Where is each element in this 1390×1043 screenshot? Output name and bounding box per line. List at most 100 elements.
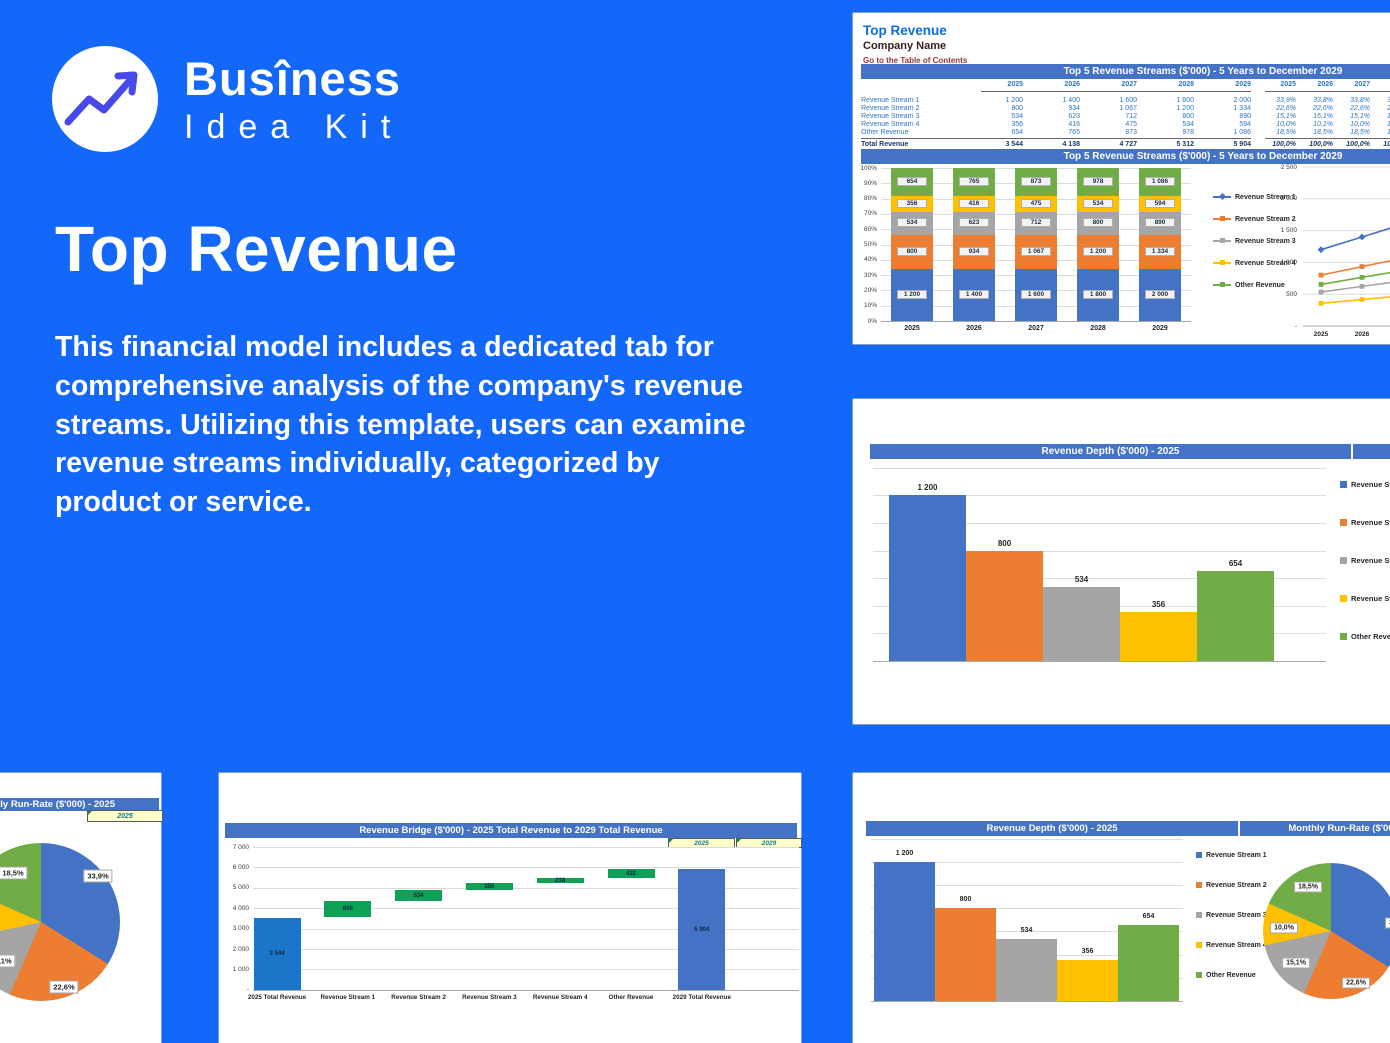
table-cell: 1 200 [1005, 97, 1023, 104]
segment-value-label: 654 [897, 177, 927, 187]
runrate-year-dropdown[interactable]: 2025 [87, 810, 163, 822]
banner-monthly-runrate: Monthly Run-Rate ($'000) - 2025 [0, 798, 159, 811]
legend-marker-point [1220, 260, 1225, 265]
table-cell: 2027 [1354, 81, 1370, 88]
table-cell: 873 [1125, 129, 1137, 136]
legend-marker [1196, 882, 1202, 888]
y-axis-tick: 2 000 [232, 945, 249, 953]
legend-label: Revenue Stream 3 [1351, 555, 1390, 565]
gridline [253, 867, 799, 869]
bridge-bar: 800 [324, 901, 372, 918]
banner-monthly-runrate-partial: Monthly Run-Rate ($'000) - 2025 [1353, 444, 1390, 459]
y-axis-tick: 30% [863, 271, 877, 279]
gridline [873, 467, 1326, 469]
legend-item: Revenue Stream 3 [1213, 237, 1296, 245]
banner-top5-table: Top 5 Revenue Streams ($'000) - 5 Years … [861, 64, 1390, 79]
bar-value-label: 1 200 [895, 849, 914, 857]
row-label: Revenue Stream 1 [861, 97, 920, 104]
pie-percent-label: 10,0% [1270, 922, 1298, 934]
table-cell: 534 [1182, 121, 1194, 128]
bridge-to-year-value: 2029 [761, 840, 777, 847]
x-axis-tick: 2028 [1090, 325, 1106, 332]
line-series [1320, 271, 1390, 286]
x-axis-tick: Revenue Stream 1 [320, 994, 376, 1001]
bridge-bar: 432 [607, 869, 655, 879]
legend-label: Revenue Stream 2 [1235, 215, 1296, 223]
header-underline [981, 91, 1251, 92]
line-marker [1359, 274, 1365, 280]
segment-value-label: 890 [1145, 218, 1175, 228]
legend-item: Revenue Stream 1 [1196, 851, 1267, 859]
bridge-bar: 356 [465, 883, 513, 891]
depth-bar [1043, 587, 1120, 661]
gridline [881, 321, 1191, 322]
pie-percent-label: 15,1% [1282, 957, 1310, 969]
excel-panel-top-revenue: Top Revenue Company Name Go to the Table… [852, 12, 1390, 345]
bar-value-label: 654 [1228, 558, 1243, 568]
row-label: Revenue Stream 3 [861, 113, 920, 120]
line-marker [1359, 283, 1365, 289]
sheet-title: Top Revenue [863, 23, 947, 38]
table-cell: 2026 [1064, 81, 1080, 88]
segment-value-label: 800 [897, 246, 927, 256]
legend-label: Other Revenue [1235, 281, 1285, 289]
table-cell: 4 727 [1119, 141, 1137, 148]
legend-marker [1196, 942, 1202, 948]
segment-value-label: 978 [1083, 177, 1113, 187]
pie-percent-label: 22,6% [1342, 977, 1370, 989]
x-axis-tick: 2025 Total Revenue [247, 994, 307, 1001]
brand-name-line1: Busîness [184, 52, 401, 105]
table-cell: 2028 [1373, 81, 1390, 88]
legend-item: Revenue Stream 2 [1196, 881, 1267, 889]
segment-value-label: 873 [1021, 177, 1051, 187]
segment-value-label: 1 800 [1083, 290, 1113, 300]
table-cell: 534 [1011, 113, 1023, 120]
line-marker [1318, 272, 1324, 278]
legend-label: Revenue Stream 3 [1235, 237, 1296, 245]
y-axis-tick: 20% [863, 286, 877, 294]
x-axis-tick: 2029 Total Revenue [672, 994, 731, 1001]
excel-panel-monthly-runrate: Monthly Run-Rate ($'000) - 2025 2025 33,… [0, 772, 163, 1043]
y-axis-tick: 1 000 [232, 965, 249, 973]
segment-value-label: 934 [959, 246, 989, 256]
legend-marker [1213, 282, 1231, 287]
table-cell: 1 067 [1119, 105, 1137, 112]
table-cell: 800 [1011, 105, 1023, 112]
line-marker [1358, 233, 1366, 241]
bar-value-label: 534 [1020, 927, 1033, 935]
legend-marker [1213, 238, 1231, 243]
excel-panel-revenue-depth: Revenue Depth ($'000) - 2025 Monthly Run… [852, 398, 1390, 725]
legend-item: Other Revenue [1340, 631, 1390, 641]
x-axis-tick: Revenue Stream 3 [462, 994, 517, 1001]
legend-item: Revenue Stream 4 [1340, 594, 1390, 603]
depth-bar [935, 908, 996, 1001]
gridline [873, 550, 1326, 552]
pie-percent-label: 22,6% [49, 980, 79, 994]
x-axis-tick: 2026 [966, 325, 982, 332]
line-marker [1318, 289, 1324, 295]
line-marker [1317, 246, 1325, 254]
table-cell: 100,0% [1272, 141, 1296, 148]
legend-label: Other Revenue [1351, 631, 1390, 641]
line-series [1320, 296, 1390, 305]
line-marker [1359, 297, 1365, 302]
y-axis-tick: 100% [860, 164, 877, 172]
table-cell: 10,0% [1350, 121, 1370, 128]
gridline [253, 989, 799, 991]
total-separator [1265, 138, 1390, 139]
legend-item: Other Revenue [1196, 971, 1256, 979]
table-of-contents-link[interactable]: Go to the Table of Contents [863, 56, 968, 65]
brand-logo: Busîness Idea Kit [52, 46, 403, 152]
total-label: Total Revenue [861, 141, 909, 148]
bar-value-label: 356 [484, 883, 495, 890]
y-axis-tick: 90% [863, 179, 877, 187]
line-series [1320, 227, 1390, 251]
bridge-bar: 3 544 [253, 917, 301, 990]
legend-marker-point [1220, 238, 1225, 243]
bar-value-label: 654 [1142, 913, 1155, 921]
table-cell: 10,0% [1276, 121, 1296, 128]
y-axis-tick: 4 000 [232, 904, 249, 912]
legend-marker [1213, 260, 1231, 265]
